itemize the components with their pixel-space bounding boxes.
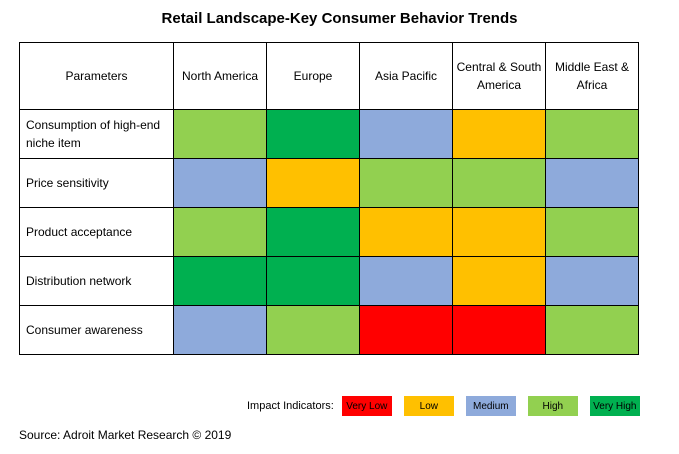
chart-title: Retail Landscape-Key Consumer Behavior T… — [161, 10, 518, 27]
header-europe: Europe — [266, 42, 360, 110]
table-row: Price sensitivity — [19, 158, 639, 208]
header-middle-east-and-africa: Middle East & Africa — [545, 42, 639, 110]
rating-cell-north-america — [173, 256, 267, 306]
parameter-label: Product acceptance — [19, 207, 174, 257]
table-row: Distribution network — [19, 256, 639, 306]
rating-cell-middle-east-and-africa — [545, 109, 639, 159]
legend-swatch-very-low: Very Low — [341, 396, 392, 416]
table-row: Product acceptance — [19, 207, 639, 257]
table-row: Consumption of high-end niche item — [19, 109, 639, 159]
header-north-america: North America — [173, 42, 267, 110]
rating-cell-europe — [266, 305, 360, 355]
rating-cell-asia-pacific — [359, 256, 453, 306]
rating-cell-middle-east-and-africa — [545, 305, 639, 355]
parameter-label: Consumption of high-end niche item — [19, 109, 174, 159]
rating-cell-asia-pacific — [359, 305, 453, 355]
rating-cell-central-and-south-america — [452, 207, 546, 257]
header-parameters: Parameters — [19, 42, 174, 110]
rating-cell-central-and-south-america — [452, 158, 546, 208]
rating-cell-europe — [266, 109, 360, 159]
header-central-and-south-america: Central & South America — [452, 42, 546, 110]
rating-cell-europe — [266, 207, 360, 257]
legend-label: Impact Indicators: — [247, 400, 334, 412]
rating-cell-asia-pacific — [359, 109, 453, 159]
rating-cell-central-and-south-america — [452, 109, 546, 159]
parameter-label: Price sensitivity — [19, 158, 174, 208]
rating-cell-north-america — [173, 109, 267, 159]
rating-cell-asia-pacific — [359, 158, 453, 208]
matrix-body: Consumption of high-end niche item Price … — [19, 109, 639, 355]
rating-cell-north-america — [173, 207, 267, 257]
parameter-label: Consumer awareness — [19, 305, 174, 355]
parameter-label: Distribution network — [19, 256, 174, 306]
behavior-matrix: Parameters North America Europe Asia Pacif… — [19, 42, 639, 355]
rating-cell-central-and-south-america — [452, 256, 546, 306]
legend-swatch-low: Low — [403, 396, 454, 416]
rating-cell-north-america — [173, 305, 267, 355]
rating-cell-asia-pacific — [359, 207, 453, 257]
rating-cell-middle-east-and-africa — [545, 158, 639, 208]
legend-swatch-high: High — [527, 396, 578, 416]
table-row: Consumer awareness — [19, 305, 639, 355]
source-note: Source: Adroit Market Research © 2019 — [19, 428, 232, 442]
legend-swatch-very-high: Very High — [589, 396, 640, 416]
rating-cell-central-and-south-america — [452, 305, 546, 355]
header-row: Parameters North America Europe Asia Pacif… — [19, 42, 639, 110]
rating-cell-north-america — [173, 158, 267, 208]
rating-cell-europe — [266, 158, 360, 208]
legend-swatch-medium: Medium — [465, 396, 516, 416]
rating-cell-middle-east-and-africa — [545, 207, 639, 257]
rating-cell-europe — [266, 256, 360, 306]
legend: Impact Indicators: Very Low Low Medium High… — [247, 396, 652, 416]
rating-cell-middle-east-and-africa — [545, 256, 639, 306]
header-asia-pacific: Asia Pacific — [359, 42, 453, 110]
